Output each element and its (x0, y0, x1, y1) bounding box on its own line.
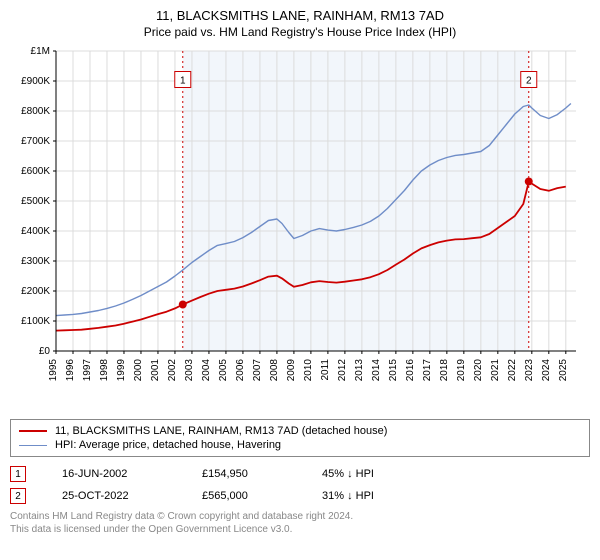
marker-row: 2 25-OCT-2022£565,00031% ↓ HPI (10, 485, 590, 507)
svg-text:2017: 2017 (422, 359, 433, 382)
svg-text:£900K: £900K (21, 76, 50, 87)
svg-text:2002: 2002 (167, 359, 178, 382)
marker-date: 16-JUN-2002 (62, 468, 202, 480)
svg-text:£1M: £1M (31, 46, 50, 57)
attribution-line: This data is licensed under the Open Gov… (10, 524, 590, 537)
svg-text:£800K: £800K (21, 106, 50, 117)
svg-text:2018: 2018 (439, 359, 450, 382)
legend-item: HPI: Average price, detached house, Have… (19, 438, 581, 452)
svg-text:1999: 1999 (116, 359, 127, 382)
chart-svg: £0 £100K £200K £300K £400K £500K £600K £700K £80… (10, 45, 582, 415)
svg-text:2015: 2015 (388, 359, 399, 382)
marker-table: 1 16-JUN-2002£154,95045% ↓ HPI 2 25-OCT-202… (10, 463, 590, 507)
svg-text:2001: 2001 (150, 359, 161, 382)
marker-price: £565,000 (202, 490, 322, 502)
svg-text:£100K: £100K (21, 316, 50, 327)
svg-text:2: 2 (526, 76, 532, 87)
svg-text:2000: 2000 (133, 359, 144, 382)
svg-text:2008: 2008 (269, 359, 280, 382)
legend-label: 11, BLACKSMITHS LANE, RAINHAM, RM13 7AD … (55, 425, 387, 437)
svg-text:2023: 2023 (524, 359, 535, 382)
svg-text:1995: 1995 (48, 359, 59, 382)
svg-text:2014: 2014 (371, 359, 382, 382)
svg-text:2009: 2009 (286, 359, 297, 382)
svg-text:2024: 2024 (541, 359, 552, 382)
marker-price: £154,950 (202, 468, 322, 480)
svg-text:1996: 1996 (65, 359, 76, 382)
svg-text:£700K: £700K (21, 136, 50, 147)
svg-text:1997: 1997 (82, 359, 93, 382)
marker-number-box: 1 (10, 466, 26, 482)
svg-text:2022: 2022 (507, 359, 518, 382)
svg-text:£0: £0 (39, 346, 51, 357)
svg-text:2010: 2010 (303, 359, 314, 382)
svg-text:2013: 2013 (354, 359, 365, 382)
legend-item: 11, BLACKSMITHS LANE, RAINHAM, RM13 7AD … (19, 424, 581, 438)
svg-text:2011: 2011 (320, 359, 331, 381)
legend-swatch (19, 430, 47, 432)
svg-text:2019: 2019 (456, 359, 467, 382)
legend-label: HPI: Average price, detached house, Have… (55, 439, 281, 451)
marker-date: 25-OCT-2022 (62, 490, 202, 502)
svg-text:£600K: £600K (21, 166, 50, 177)
marker-pct: 31% ↓ HPI (322, 490, 452, 502)
svg-text:£500K: £500K (21, 196, 50, 207)
marker-row: 1 16-JUN-2002£154,95045% ↓ HPI (10, 463, 590, 485)
svg-text:£400K: £400K (21, 226, 50, 237)
chart-title: 11, BLACKSMITHS LANE, RAINHAM, RM13 7AD (10, 8, 590, 23)
svg-text:£300K: £300K (21, 256, 50, 267)
legend: 11, BLACKSMITHS LANE, RAINHAM, RM13 7AD … (10, 419, 590, 457)
svg-text:2020: 2020 (473, 359, 484, 382)
svg-text:2025: 2025 (558, 359, 569, 382)
svg-text:2012: 2012 (337, 359, 348, 382)
svg-text:£200K: £200K (21, 286, 50, 297)
attribution: Contains HM Land Registry data © Crown c… (10, 511, 590, 536)
svg-text:2005: 2005 (218, 359, 229, 382)
marker-number-box: 2 (10, 488, 26, 504)
svg-text:2007: 2007 (252, 359, 263, 382)
svg-text:2003: 2003 (184, 359, 195, 382)
svg-text:1: 1 (180, 76, 186, 87)
svg-text:2021: 2021 (490, 359, 501, 382)
svg-text:2004: 2004 (201, 359, 212, 382)
marker-pct: 45% ↓ HPI (322, 468, 452, 480)
svg-text:2006: 2006 (235, 359, 246, 382)
svg-text:2016: 2016 (405, 359, 416, 382)
svg-text:1998: 1998 (99, 359, 110, 382)
attribution-line: Contains HM Land Registry data © Crown c… (10, 511, 590, 524)
legend-swatch (19, 445, 47, 446)
chart-area: £0 £100K £200K £300K £400K £500K £600K £700K £80… (10, 45, 582, 415)
chart-subtitle: Price paid vs. HM Land Registry's House … (10, 25, 590, 39)
